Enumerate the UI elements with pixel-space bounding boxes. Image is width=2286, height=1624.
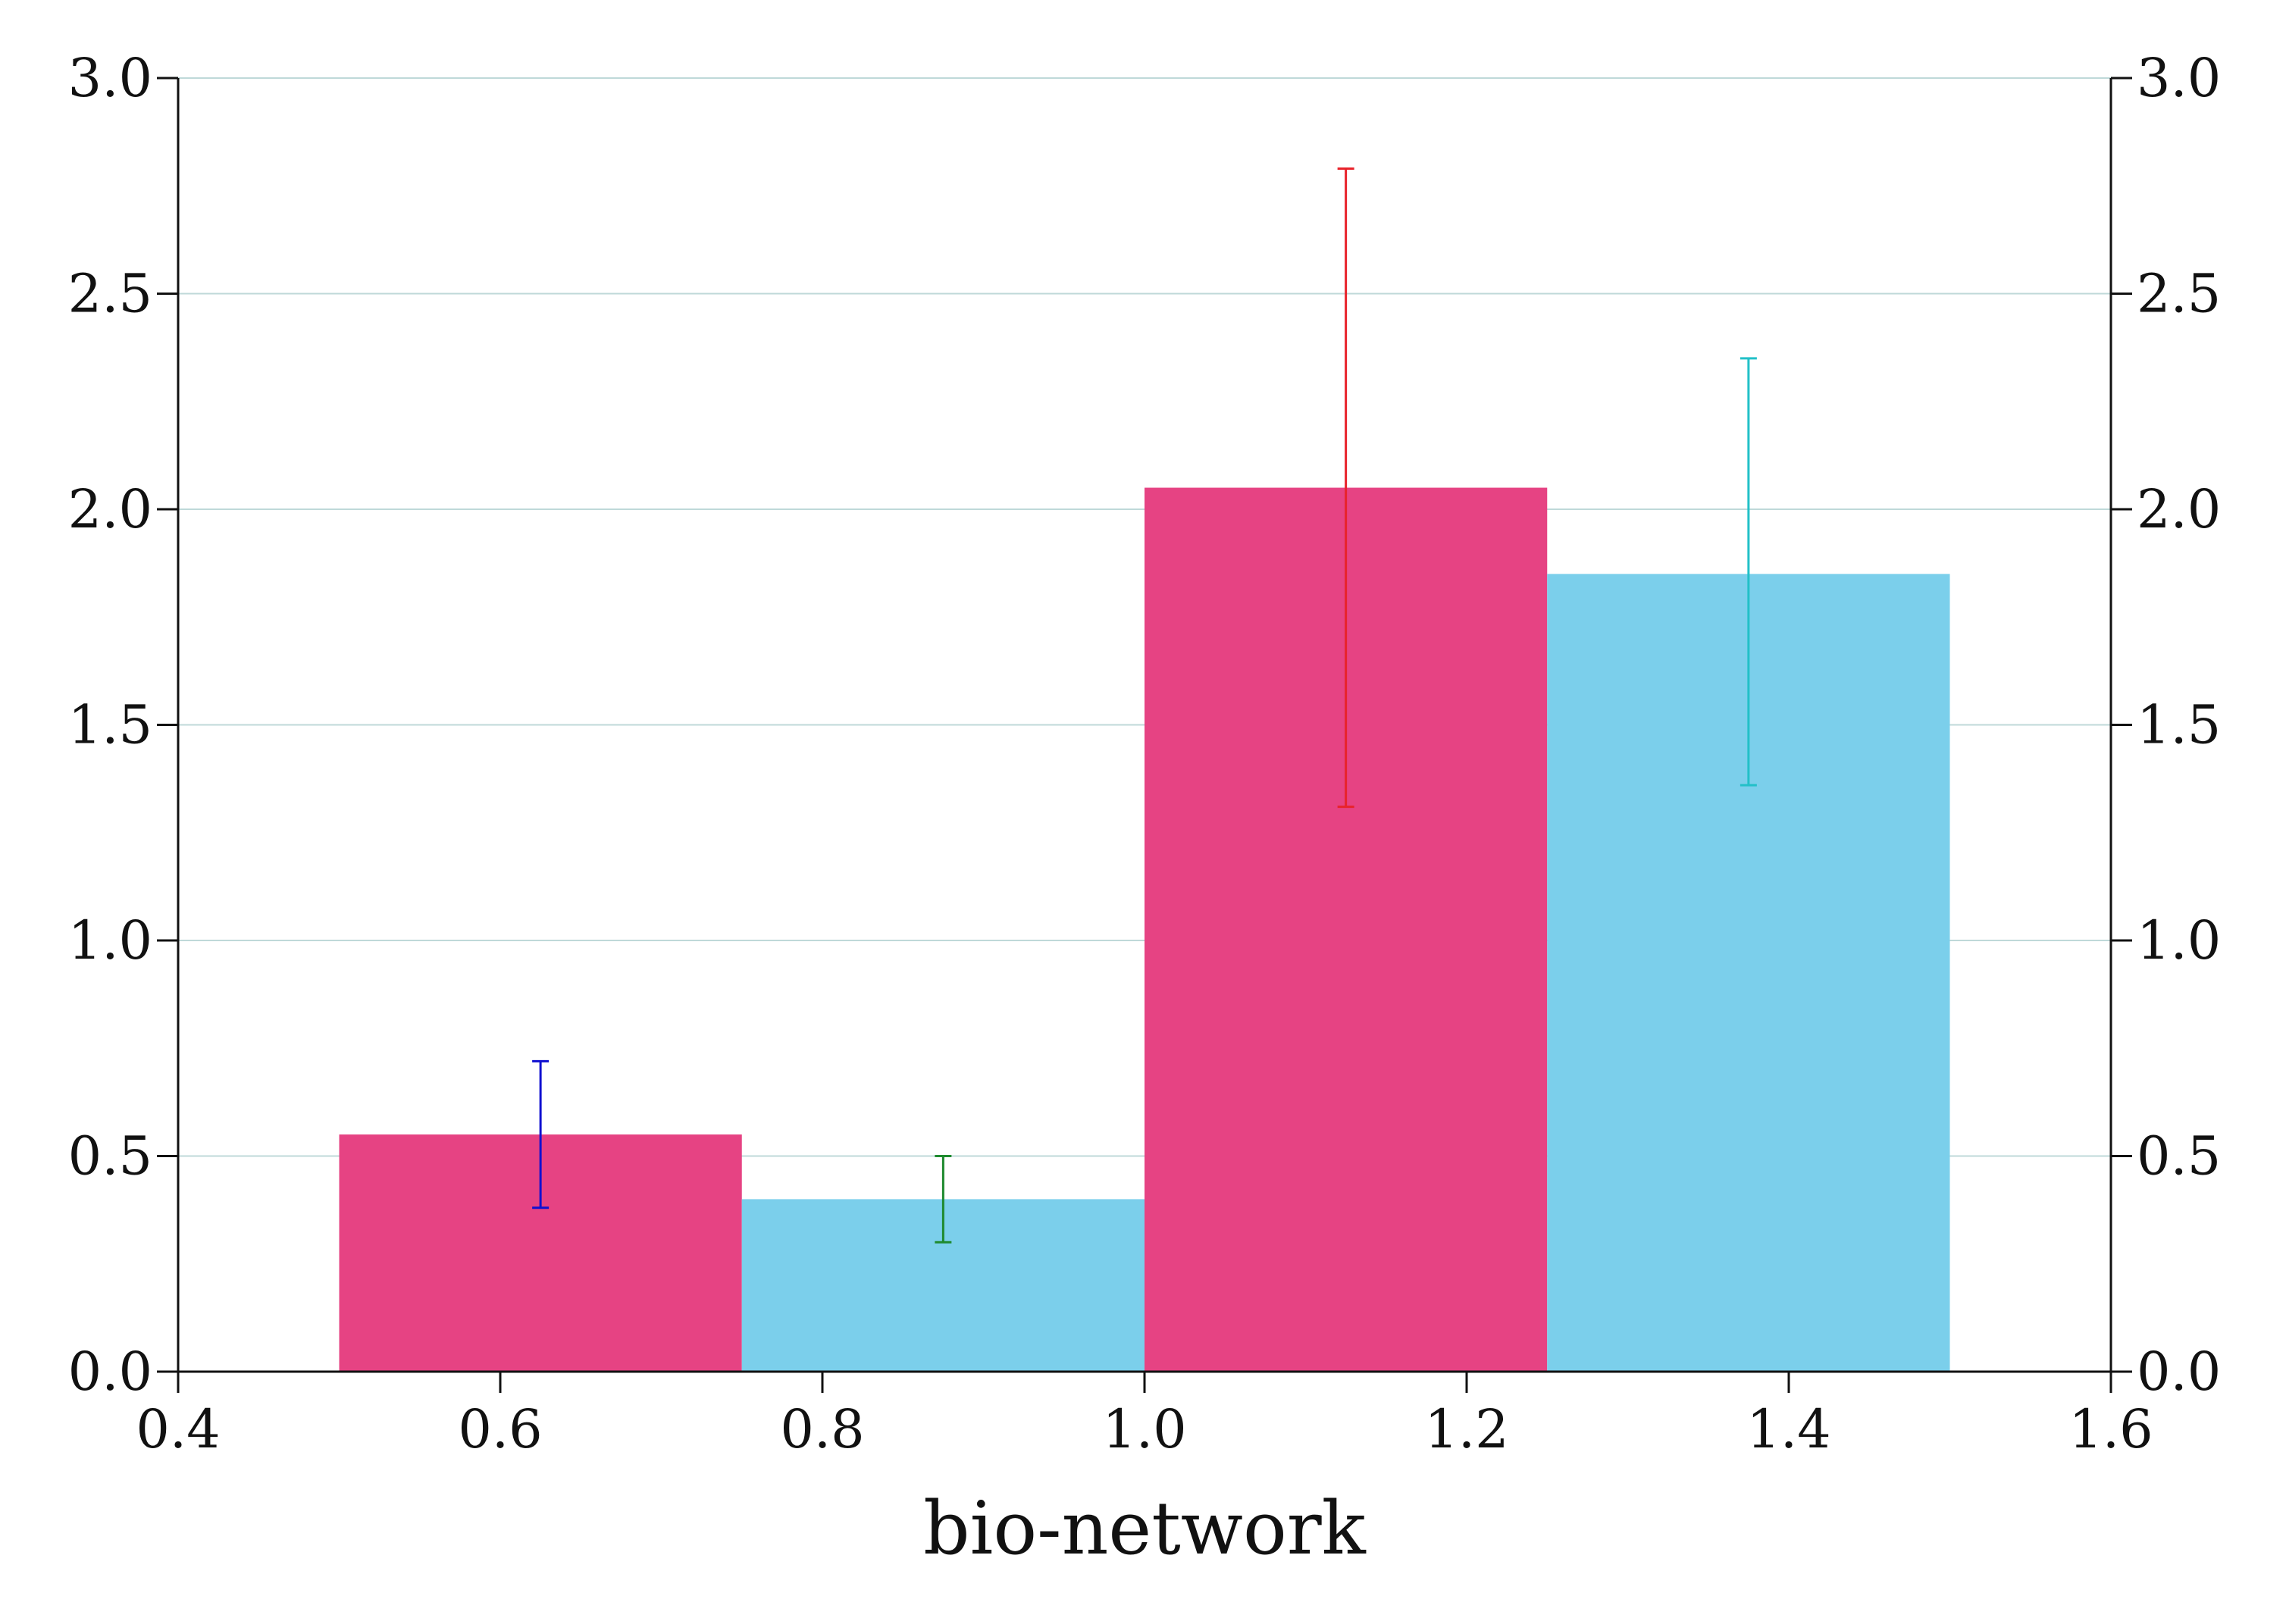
y-tick-label-left: 0.0 xyxy=(68,1341,152,1403)
y-tick-label-left: 1.0 xyxy=(68,909,152,972)
x-tick-label: 1.6 xyxy=(2068,1398,2153,1460)
x-tick-label: 0.8 xyxy=(780,1398,864,1460)
y-tick-label-left: 3.0 xyxy=(68,47,152,109)
x-tick-label: 0.4 xyxy=(136,1398,220,1460)
axes xyxy=(157,77,2132,1393)
error-bar-2 xyxy=(935,1155,952,1244)
y-tick-label-right: 1.0 xyxy=(2137,909,2221,972)
y-tick-label-left: 0.5 xyxy=(68,1125,152,1187)
error-bars xyxy=(532,167,1757,1244)
x-tick-label: 1.4 xyxy=(1746,1398,1830,1460)
y-tick-label-left: 2.5 xyxy=(68,263,152,325)
y-tick-label-right: 0.0 xyxy=(2137,1341,2221,1403)
y-tick-label-right: 3.0 xyxy=(2137,47,2221,109)
y-tick-label-left: 2.0 xyxy=(68,478,152,540)
bars xyxy=(339,487,1950,1372)
y-tick-label-left: 1.5 xyxy=(68,694,152,756)
y-tick-label-right: 2.5 xyxy=(2137,263,2221,325)
x-axis-title: bio-network xyxy=(923,1486,1366,1571)
error-bar-3 xyxy=(1337,167,1354,809)
tick-labels: 0.0 0.5 1.0 1.5 2.0 2.5 3.0 0.0 0.5 1.0 1.5 2.0 2.5 3… xyxy=(68,47,2222,1460)
y-tick-label-right: 0.5 xyxy=(2137,1125,2221,1187)
y-tick-label-right: 1.5 xyxy=(2137,694,2221,756)
x-tick-label: 0.6 xyxy=(458,1398,542,1460)
y-tick-label-right: 2.0 xyxy=(2137,478,2221,540)
x-tick-label: 1.0 xyxy=(1102,1398,1186,1460)
error-bar-1 xyxy=(532,1059,550,1209)
x-tick-label: 1.2 xyxy=(1424,1398,1508,1460)
error-bar-4 xyxy=(1740,357,1757,787)
